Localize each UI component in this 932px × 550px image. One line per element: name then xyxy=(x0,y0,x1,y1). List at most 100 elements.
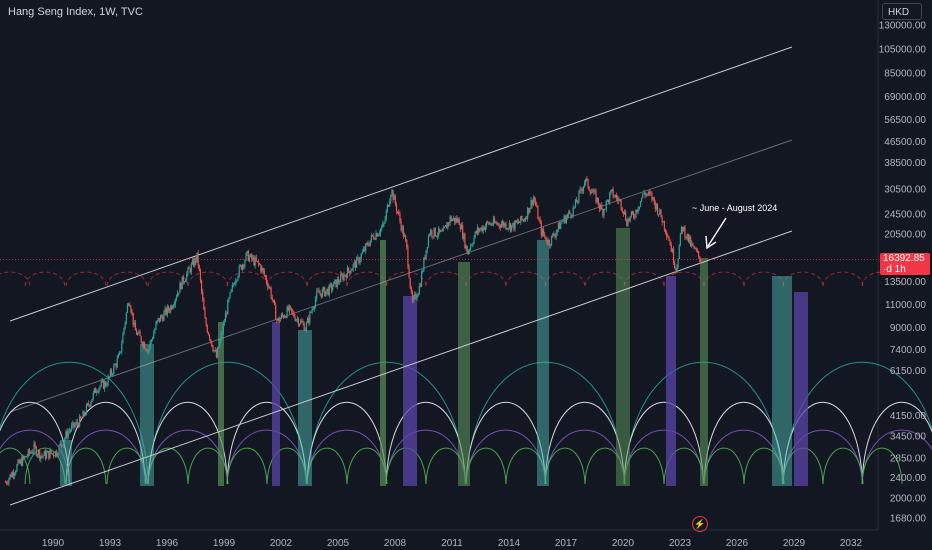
candle-body xyxy=(521,216,523,220)
candle-body xyxy=(200,280,203,292)
candle-body xyxy=(400,220,402,231)
candle-body xyxy=(155,323,157,330)
candle-body xyxy=(82,411,84,419)
candle-body xyxy=(56,451,58,457)
candle-body xyxy=(547,240,549,244)
cycle-bar xyxy=(298,330,312,486)
candle-body xyxy=(546,240,548,244)
cycle-arc-white xyxy=(385,401,466,485)
cycle-arc-green xyxy=(187,447,229,485)
cycle-bar xyxy=(794,292,808,486)
candle-body xyxy=(39,450,41,460)
cycle-arc-white xyxy=(623,401,704,485)
candle-body xyxy=(304,329,306,331)
candle-body xyxy=(619,199,621,201)
candle-body xyxy=(71,425,73,431)
candle-body xyxy=(247,250,249,262)
candle-body xyxy=(430,230,432,235)
trend-channel[interactable] xyxy=(9,46,793,506)
x-tick-label: 1990 xyxy=(42,538,65,549)
candle-body xyxy=(405,235,407,240)
candle-body xyxy=(562,220,564,222)
cycle-arc-green xyxy=(465,447,507,485)
candle-body xyxy=(294,316,296,321)
candle-body xyxy=(368,245,370,247)
candle-body xyxy=(504,223,506,227)
cycle-bar xyxy=(380,240,386,486)
candle-body xyxy=(327,288,329,296)
candle-body xyxy=(571,215,573,217)
candle-body xyxy=(470,245,472,250)
candle-body xyxy=(669,240,671,245)
candle-body xyxy=(401,226,403,231)
candle-body xyxy=(402,226,404,237)
candle-body xyxy=(154,329,156,334)
candle-body xyxy=(513,223,515,230)
candle-body xyxy=(369,240,371,246)
candle-body xyxy=(36,454,39,456)
cycle-arc-white xyxy=(544,401,625,485)
candle-body xyxy=(537,206,539,220)
candle-body xyxy=(344,274,346,276)
candle-body xyxy=(454,217,456,223)
candle-body xyxy=(332,286,334,290)
candle-body xyxy=(224,313,227,322)
candle-body xyxy=(419,285,422,287)
candle-body xyxy=(188,267,190,269)
candle-body xyxy=(533,197,536,201)
candle-body xyxy=(153,333,155,339)
candle-body xyxy=(145,348,147,351)
candle-body xyxy=(482,226,484,232)
cycle-arc-red xyxy=(703,271,745,287)
candle-body xyxy=(246,250,248,254)
y-tick-label: 20500.00 xyxy=(884,230,926,241)
candle-body xyxy=(356,257,358,268)
candle-body xyxy=(531,200,533,206)
candle-body xyxy=(88,403,90,406)
candle-body xyxy=(128,304,130,306)
candle-body xyxy=(158,317,160,322)
lightning-icon[interactable]: ⚡ xyxy=(692,516,708,532)
candle-body xyxy=(587,178,589,188)
candle-body xyxy=(432,236,434,237)
candle-body xyxy=(84,414,86,416)
candle-body xyxy=(276,319,278,321)
y-axis[interactable]: 130000.00 105000.00 85000.00 69000.00 56500.… xyxy=(879,20,927,524)
candle-body xyxy=(641,197,643,201)
candle-body xyxy=(115,364,117,367)
candle-body xyxy=(227,299,229,315)
x-tick-label: 2020 xyxy=(612,538,635,549)
currency-button[interactable]: HKD xyxy=(882,3,922,20)
cycle-arc-red xyxy=(822,271,864,287)
candle-body xyxy=(365,243,367,251)
candle-body xyxy=(604,209,606,210)
candle-body xyxy=(634,216,636,218)
candle-body xyxy=(239,265,241,267)
candle-body xyxy=(592,191,594,193)
candle-body xyxy=(425,249,427,259)
candle-body xyxy=(515,220,517,223)
candle-body xyxy=(180,282,182,290)
candle-body xyxy=(157,317,159,321)
candle-body xyxy=(442,227,444,232)
candle-body xyxy=(672,249,675,263)
x-axis[interactable]: 1990 1993 1996 1999 2002 2005 2008 2011 2014 2017… xyxy=(42,538,863,549)
candle-body xyxy=(53,455,56,457)
candle-body xyxy=(487,221,489,223)
candle-body xyxy=(41,455,43,457)
candle-body xyxy=(113,365,115,374)
price-badge-value: 16392.85 xyxy=(883,253,925,264)
candle-body xyxy=(676,267,678,271)
candle-body xyxy=(129,304,131,307)
candle-body xyxy=(476,227,479,233)
candle-body xyxy=(664,229,667,233)
candle-body xyxy=(313,306,316,309)
candle-body xyxy=(17,460,19,465)
x-tick-label: 2014 xyxy=(498,538,521,549)
candle-body xyxy=(59,443,61,446)
candle-body xyxy=(468,249,471,251)
y-tick-label: 105000.00 xyxy=(879,45,927,56)
candle-body xyxy=(597,197,599,206)
